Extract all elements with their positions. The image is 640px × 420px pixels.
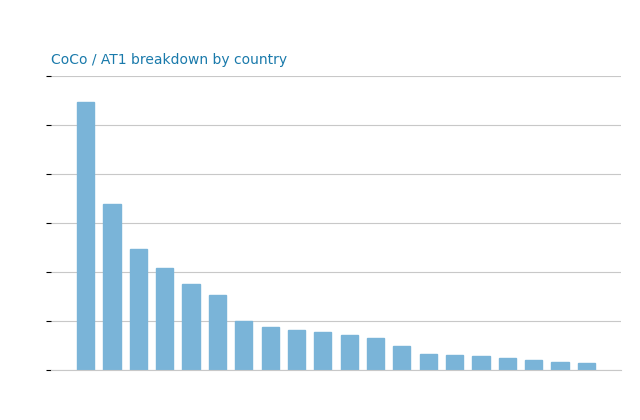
Bar bbox=[499, 357, 516, 370]
Bar bbox=[394, 346, 410, 370]
Bar bbox=[288, 330, 305, 370]
Bar bbox=[182, 284, 200, 370]
Bar bbox=[446, 355, 463, 370]
Bar bbox=[420, 354, 436, 370]
Bar bbox=[130, 249, 147, 370]
Bar bbox=[262, 327, 278, 370]
Text: CoCo / AT1 breakdown by country: CoCo / AT1 breakdown by country bbox=[51, 53, 287, 68]
Bar bbox=[525, 360, 542, 370]
Bar bbox=[77, 102, 94, 370]
Bar bbox=[340, 335, 358, 370]
Bar bbox=[104, 204, 120, 370]
Bar bbox=[367, 338, 384, 370]
Bar bbox=[578, 363, 595, 370]
Bar bbox=[156, 268, 173, 370]
Bar bbox=[236, 321, 252, 370]
Bar bbox=[472, 356, 490, 370]
Bar bbox=[552, 362, 568, 370]
Bar bbox=[314, 332, 332, 370]
Bar bbox=[209, 295, 226, 370]
